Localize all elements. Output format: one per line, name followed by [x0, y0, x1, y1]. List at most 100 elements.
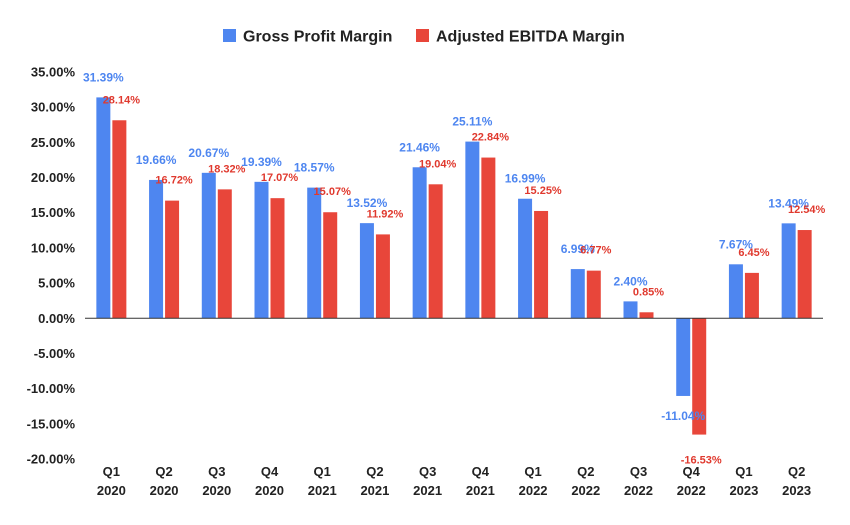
- adjusted-ebitda-margin-bar: [323, 212, 338, 319]
- gross-profit-data-label: 31.39%: [83, 70, 124, 84]
- adjusted-ebitda-margin-bar: [217, 189, 232, 319]
- x-category-quarter: Q2: [788, 464, 805, 479]
- x-category-quarter: Q1: [314, 464, 331, 479]
- y-tick-label: -10.00%: [27, 381, 76, 396]
- gross-profit-data-label: 13.52%: [347, 196, 388, 210]
- y-tick-label: 15.00%: [31, 205, 76, 220]
- y-tick-label: 25.00%: [31, 135, 76, 150]
- x-category-year: 2022: [624, 483, 653, 498]
- ebitda-data-label: 12.54%: [788, 204, 826, 216]
- legend-swatch-ebitda: [416, 29, 429, 42]
- ebitda-data-label: 6.45%: [738, 247, 769, 259]
- ebitda-data-label: 6.77%: [580, 245, 611, 257]
- x-category-year: 2023: [782, 483, 811, 498]
- gross-profit-data-label: 20.67%: [188, 146, 229, 160]
- ebitda-data-label: 15.07%: [314, 186, 352, 198]
- gross-profit-margin-bar: [96, 97, 111, 319]
- y-tick-label: 20.00%: [31, 170, 76, 185]
- adjusted-ebitda-margin-bar: [534, 210, 549, 319]
- ebitda-data-label: 11.92%: [367, 208, 404, 220]
- x-category-quarter: Q1: [735, 464, 752, 479]
- gross-profit-margin-bar: [201, 172, 216, 319]
- gross-profit-data-label: 13.49%: [768, 196, 809, 210]
- adjusted-ebitda-margin-bar: [165, 200, 180, 319]
- adjusted-ebitda-margin-bar: [744, 272, 759, 319]
- gross-profit-margin-bar: [781, 223, 796, 319]
- ebitda-data-label: 17.07%: [261, 172, 299, 184]
- x-category-quarter: Q4: [472, 464, 490, 479]
- x-category-quarter: Q2: [155, 464, 172, 479]
- y-tick-label: 5.00%: [38, 276, 75, 291]
- legend-label-gross-profit: Gross Profit Margin: [243, 29, 392, 46]
- x-category-year: 2021: [466, 483, 495, 498]
- x-category-quarter: Q3: [630, 464, 647, 479]
- x-category-quarter: Q1: [524, 464, 541, 479]
- gross-profit-margin-bar: [518, 198, 533, 319]
- y-tick-label: -20.00%: [27, 452, 76, 467]
- x-category-year: 2021: [308, 483, 337, 498]
- x-category-quarter: Q3: [208, 464, 225, 479]
- x-axis: Q1 2020 Q2 2020 Q3 2020 Q4 2020 Q1 2021 Q2 2021 Q3 20…: [97, 464, 811, 498]
- y-tick-label: 35.00%: [31, 65, 76, 80]
- gross-profit-margin-bar: [676, 318, 691, 396]
- gross-profit-margin-bar: [623, 301, 638, 319]
- y-axis: 35.00% 30.00% 25.00% 20.00% 15.00% 10.00% 5.00…: [27, 65, 76, 467]
- x-category-quarter: Q1: [103, 464, 120, 479]
- gross-profit-data-label: 25.11%: [452, 115, 492, 129]
- adjusted-ebitda-margin-bar: [692, 318, 707, 435]
- gross-profit-data-label: 7.67%: [719, 237, 753, 251]
- x-category-year: 2022: [677, 483, 706, 498]
- ebitda-data-label: 18.32%: [208, 163, 246, 175]
- gross-profit-margin-bar: [359, 223, 374, 319]
- x-category-year: 2021: [360, 483, 389, 498]
- adjusted-ebitda-margin-bar: [270, 198, 285, 319]
- x-category-quarter: Q2: [366, 464, 383, 479]
- legend-label-ebitda: Adjusted EBITDA Margin: [436, 29, 625, 46]
- gross-profit-data-label: 19.39%: [241, 155, 282, 169]
- ebitda-data-label: -16.53%: [681, 455, 722, 467]
- x-category-quarter: Q2: [577, 464, 594, 479]
- x-category-year: 2020: [202, 483, 231, 498]
- y-tick-label: 0.00%: [38, 311, 75, 326]
- gross-profit-margin-bar: [570, 269, 585, 319]
- x-category-year: 2022: [571, 483, 600, 498]
- legend-swatch-gross-profit: [223, 29, 236, 42]
- adjusted-ebitda-margin-bar: [428, 184, 443, 319]
- ebitda-data-label: 22.84%: [472, 132, 510, 144]
- gross-profit-margin-bar: [465, 141, 480, 319]
- gross-profit-margin-bar: [254, 181, 269, 319]
- gross-profit-data-label: 2.40%: [613, 274, 647, 288]
- gross-profit-data-label: 16.99%: [505, 172, 546, 186]
- x-category-year: 2023: [729, 483, 758, 498]
- x-category-quarter: Q4: [261, 464, 279, 479]
- x-category-year: 2020: [150, 483, 179, 498]
- y-tick-label: 30.00%: [31, 100, 76, 115]
- gross-profit-data-label: 18.57%: [294, 161, 335, 175]
- adjusted-ebitda-margin-bar: [375, 234, 390, 319]
- ebitda-data-label: 15.25%: [524, 185, 562, 197]
- gross-profit-margin-bar: [307, 187, 322, 319]
- gross-profit-margin-bar: [728, 264, 743, 319]
- adjusted-ebitda-margin-bar: [112, 120, 127, 319]
- adjusted-ebitda-margin-bar: [797, 230, 812, 319]
- x-category-year: 2021: [413, 483, 442, 498]
- ebitda-data-label: 28.14%: [103, 94, 141, 106]
- gross-profit-data-label: -11.04%: [661, 409, 705, 423]
- gross-profit-data-label: 21.46%: [399, 140, 440, 154]
- x-category-year: 2020: [97, 483, 126, 498]
- ebitda-data-label: 16.72%: [155, 175, 193, 187]
- x-category-quarter: Q3: [419, 464, 436, 479]
- adjusted-ebitda-margin-bar: [481, 157, 496, 319]
- x-category-year: 2020: [255, 483, 284, 498]
- bars: [96, 97, 812, 435]
- y-tick-label: -15.00%: [27, 416, 76, 431]
- gross-profit-margin-bar: [149, 179, 164, 319]
- y-tick-label: 10.00%: [31, 240, 76, 255]
- data-labels: 31.39% 28.14% 19.66% 16.72% 20.67% 18.32%19.3…: [83, 70, 826, 466]
- gross-profit-margin-bar: [412, 167, 427, 319]
- x-category-quarter: Q4: [683, 464, 701, 479]
- ebitda-data-label: 19.04%: [419, 158, 457, 170]
- gross-profit-data-label: 19.66%: [136, 153, 177, 167]
